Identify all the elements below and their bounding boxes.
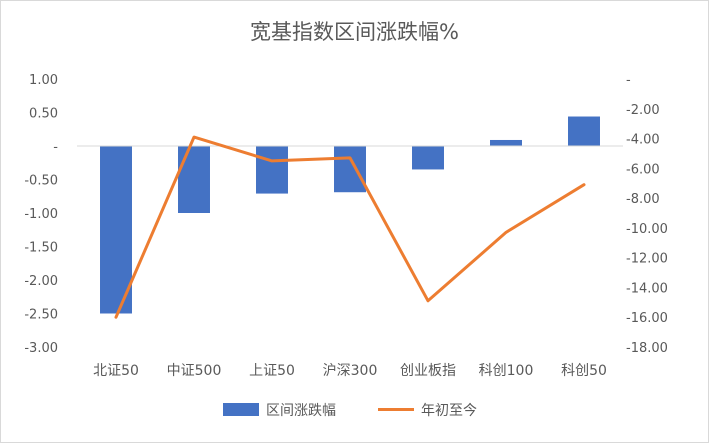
left-tick-label: -2.50 — [24, 308, 58, 323]
left-tick-label: 0.50 — [29, 107, 58, 122]
right-tick-label: -2.00 — [626, 103, 660, 118]
right-tick-label: -8.00 — [626, 192, 660, 207]
bar — [412, 146, 444, 170]
bar — [178, 146, 210, 213]
category-label: 中证500 — [167, 363, 222, 379]
right-tick-label: -6.00 — [626, 162, 660, 177]
left-tick-label: -3.00 — [24, 341, 58, 356]
legend: 区间涨跌幅 年初至今 — [223, 402, 477, 419]
left-tick-label: -2.00 — [24, 274, 58, 289]
right-tick-label: -4.00 — [626, 133, 660, 148]
bar — [334, 146, 366, 193]
bar-series — [100, 116, 600, 314]
bar — [256, 146, 288, 194]
right-axis: - -2.00 -4.00 -6.00 -8.00 -10.00 -12.00 -14.00 -… — [626, 73, 668, 356]
right-tick-label: -14.00 — [626, 281, 668, 296]
bar — [568, 116, 600, 146]
category-label: 北证50 — [93, 363, 139, 379]
legend-label-line: 年初至今 — [421, 402, 477, 419]
line-series — [114, 135, 586, 319]
category-label: 沪深300 — [323, 363, 378, 379]
right-tick-label: - — [626, 73, 631, 88]
bar — [490, 139, 522, 146]
legend-swatch-bar — [223, 403, 259, 416]
left-tick-label: -1.50 — [24, 241, 58, 256]
chart-title: 宽基指数区间涨跌幅% — [250, 20, 459, 44]
category-label: 科创100 — [479, 363, 534, 379]
left-axis: 1.00 0.50 - -0.50 -1.00 -1.50 -2.00 -2.50 -3.00 — [24, 73, 58, 356]
category-label: 科创50 — [561, 363, 607, 379]
right-tick-label: -12.00 — [626, 252, 668, 267]
left-tick-label: - — [53, 140, 58, 155]
right-tick-label: -10.00 — [626, 222, 668, 237]
left-tick-label: 1.00 — [29, 73, 58, 88]
category-labels: 北证50 中证500 上证50 沪深300 创业板指 科创100 科创50 — [93, 363, 607, 379]
legend-label-bar: 区间涨跌幅 — [266, 403, 336, 419]
left-tick-label: -0.50 — [24, 174, 58, 189]
left-tick-label: -1.00 — [24, 207, 58, 222]
category-label: 创业板指 — [400, 363, 456, 379]
right-tick-label: -18.00 — [626, 341, 668, 356]
right-tick-label: -16.00 — [626, 311, 668, 326]
bar — [100, 146, 132, 314]
category-label: 上证50 — [249, 363, 295, 379]
